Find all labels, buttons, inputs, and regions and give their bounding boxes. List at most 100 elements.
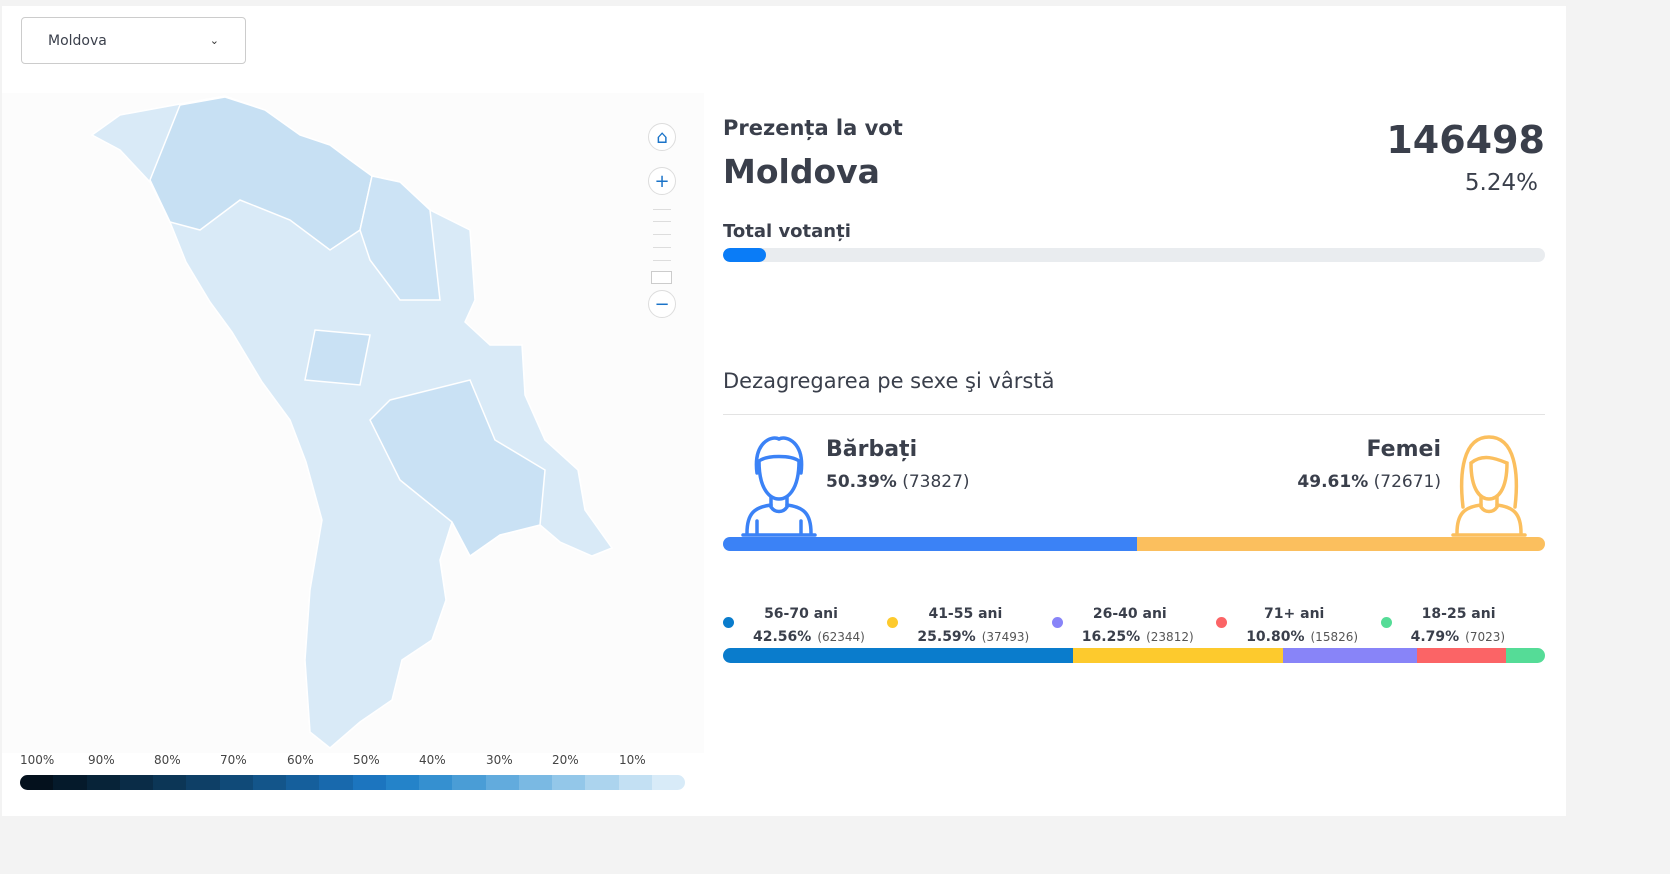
legend-swatch: [219, 775, 253, 790]
age-label: 56-70 ani: [764, 606, 838, 622]
age-count: (15826): [1310, 630, 1359, 644]
age-bar-segment: [1416, 648, 1506, 663]
age-bar-segment: [1283, 648, 1417, 663]
summary-region: Moldova: [723, 152, 880, 191]
age-count: (62344): [817, 630, 865, 644]
progress-label: Total votanți: [723, 221, 851, 242]
legend-label: 60%: [287, 753, 314, 767]
zoom-slider-handle[interactable]: [651, 271, 672, 284]
region-select[interactable]: Moldova ⌄: [21, 17, 246, 64]
legend-label: 50%: [353, 753, 380, 767]
age-percent: 10.80%: [1246, 629, 1305, 645]
woman-icon: [1451, 435, 1527, 537]
zoom-out-icon: −: [654, 293, 670, 315]
map-region-northeast[interactable]: [359, 175, 441, 301]
turnout-progress-bar: [723, 248, 1545, 262]
age-group-4: 18-25 ani 4.79% (7023): [1380, 604, 1545, 645]
legend-label: 30%: [486, 753, 513, 767]
women-percent: 49.61%: [1297, 472, 1369, 492]
zoom-slider-tick[interactable]: [653, 260, 671, 261]
map-panel[interactable]: [2, 93, 704, 753]
age-stats: 16.25% (23812): [1082, 629, 1194, 645]
zoom-slider-tick[interactable]: [653, 247, 671, 248]
turnout-progress-fill: [723, 248, 767, 262]
map-region-east[interactable]: [369, 379, 546, 558]
legend-swatch: [53, 775, 87, 790]
legend-swatch: [485, 775, 519, 790]
age-bar-segment: [1505, 648, 1545, 663]
age-group-2: 26-40 ani 16.25% (23812): [1051, 604, 1216, 645]
legend-swatch: [352, 775, 386, 790]
age-count: (37493): [981, 630, 1030, 644]
gender-bar-women: [1137, 537, 1545, 551]
home-icon: ⌂: [656, 126, 668, 148]
age-label: 18-25 ani: [1421, 606, 1496, 622]
age-count: (7023): [1465, 630, 1506, 644]
age-stats: 10.80% (15826): [1246, 629, 1358, 645]
women-stats: 49.61% (72671): [1297, 472, 1441, 492]
gender-bar-men: [723, 537, 1138, 551]
zoom-slider-tick[interactable]: [653, 234, 671, 235]
map-home-button[interactable]: ⌂: [648, 123, 676, 151]
man-icon: [741, 436, 817, 537]
turnout-percent: 5.24%: [1464, 170, 1538, 196]
men-count: (73827): [902, 472, 970, 492]
map-region-center[interactable]: [304, 329, 371, 386]
zoom-slider-tick[interactable]: [653, 221, 671, 222]
age-percent: 25.59%: [917, 629, 976, 645]
legend-label: 70%: [220, 753, 247, 767]
legend-label: 10%: [619, 753, 646, 767]
legend-swatch: [419, 775, 453, 790]
legend-swatch: [186, 775, 220, 790]
age-percent: 42.56%: [753, 629, 812, 645]
legend-swatch: [552, 775, 586, 790]
legend-swatch: [20, 775, 54, 790]
age-bar: [723, 648, 1545, 663]
age-percent: 4.79%: [1410, 629, 1460, 645]
legend-swatch: [319, 775, 353, 790]
summary-label: Prezența la vot: [723, 116, 903, 140]
age-dot: [887, 617, 899, 628]
age-label: 26-40 ani: [1092, 606, 1167, 622]
map-legend-scale: [20, 775, 685, 790]
legend-swatch: [585, 775, 619, 790]
age-dot: [1216, 617, 1228, 628]
legend-swatch: [518, 775, 552, 790]
map-zoom-out-button[interactable]: −: [648, 290, 676, 318]
region-select-value: Moldova: [48, 32, 107, 49]
age-dot: [1380, 617, 1392, 628]
legend-label: 80%: [154, 753, 181, 767]
moldova-map[interactable]: [2, 93, 704, 753]
age-group-1: 41-55 ani 25.59% (37493): [887, 604, 1051, 645]
women-label: Femei: [1366, 437, 1441, 462]
legend-swatch: [452, 775, 486, 790]
age-group-3: 71+ ani 10.80% (15826): [1216, 604, 1380, 645]
age-label: 71+ ani: [1264, 606, 1325, 622]
total-voters: 146498: [1386, 118, 1545, 162]
age-dot: [1051, 617, 1063, 628]
legend-swatch: [153, 775, 187, 790]
map-zoom-in-button[interactable]: +: [648, 167, 676, 195]
zoom-in-icon: +: [654, 170, 670, 192]
gender-bar: [723, 537, 1545, 551]
age-stats: 4.79% (7023): [1411, 629, 1505, 645]
age-stats: 42.56% (62344): [753, 629, 865, 645]
age-bar-segment: [723, 648, 1073, 663]
legend-label: 40%: [419, 753, 446, 767]
legend-label: 90%: [88, 753, 115, 767]
legend-label: 20%: [552, 753, 579, 767]
men-stats: 50.39% (73827): [826, 472, 970, 492]
divider: [723, 414, 1545, 415]
legend-swatch: [651, 775, 685, 790]
men-percent: 50.39%: [826, 472, 897, 492]
breakdown-title: Dezagregarea pe sexe şi vârstă: [723, 369, 1055, 393]
chevron-down-icon: ⌄: [209, 34, 219, 47]
legend-swatch: [119, 775, 153, 790]
age-dot: [723, 617, 734, 628]
age-label: 41-55 ani: [928, 606, 1003, 622]
legend-swatch: [385, 775, 419, 790]
age-stats: 25.59% (37493): [917, 629, 1029, 645]
age-group-0: 56-70 ani 42.56% (62344): [723, 604, 887, 645]
legend-swatch: [286, 775, 320, 790]
zoom-slider-tick[interactable]: [653, 209, 671, 210]
